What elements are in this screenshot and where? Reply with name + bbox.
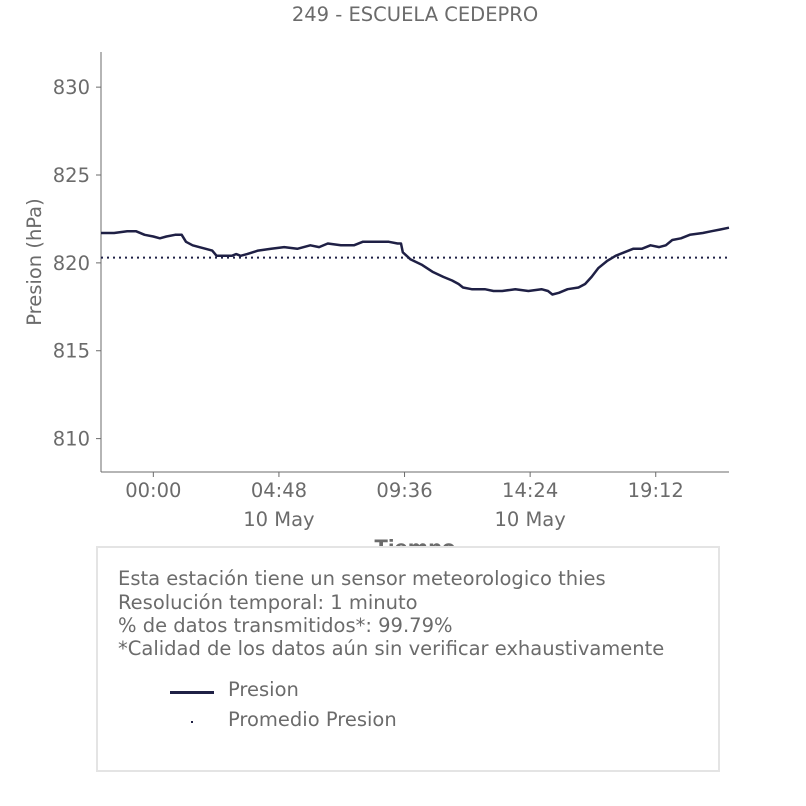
y-tick-label: 815	[53, 340, 90, 363]
info-line-transmitted: % de datos transmitidos*: 99.79%	[118, 614, 453, 637]
y-tick-label: 820	[53, 252, 90, 275]
series-layer	[101, 226, 730, 296]
x-tick-label: 09:36	[376, 479, 432, 502]
info-line-resolution: Resolución temporal: 1 minuto	[118, 591, 418, 614]
x-tick-sublabel: 10 May	[494, 508, 565, 531]
chart-title: 249 - ESCUELA CEDEPRO	[292, 3, 538, 26]
info-box: Esta estación tiene un sensor meteorolog…	[96, 546, 720, 772]
legend-dot-marker	[191, 721, 193, 723]
x-tick-label: 00:00	[125, 479, 181, 502]
x-tick-label: 19:12	[628, 479, 684, 502]
x-tick-label: 14:24	[502, 479, 558, 502]
info-line-quality-note: *Calidad de los datos aún sin verificar …	[118, 637, 665, 660]
legend-line-marker	[170, 691, 214, 694]
y-tick-label: 810	[53, 428, 90, 451]
y-ticks: 810 815 820 825 830	[53, 76, 101, 451]
axes	[100, 52, 729, 473]
x-tick-sublabel: 10 May	[243, 508, 314, 531]
y-tick-label: 825	[53, 164, 90, 187]
y-axis-label: Presion (hPa)	[23, 198, 46, 325]
legend-label-promedio: Promedio Presion	[228, 708, 397, 731]
y-tick-label: 830	[53, 76, 90, 99]
info-line-sensor: Esta estación tiene un sensor meteorolog…	[118, 567, 606, 590]
pressure-chart: 249 - ESCUELA CEDEPRO Presion (hPa) Tiem…	[23, 3, 730, 546]
x-ticks: 00:00 04:48 10 May 09:36 14:24 10 May 19:12	[125, 472, 684, 531]
pressure-series-line	[101, 226, 730, 296]
legend-label-presion: Presion	[228, 678, 299, 701]
x-tick-label: 04:48	[251, 479, 307, 502]
x-axis-label: Tiempo	[375, 536, 456, 546]
